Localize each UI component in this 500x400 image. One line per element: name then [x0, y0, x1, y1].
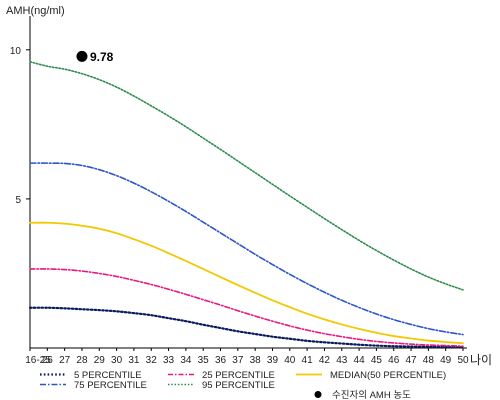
x-tick-label: 16-25 — [25, 355, 51, 366]
legend-marker-patient-point — [314, 391, 322, 398]
legend-label-patient-point: 수진자의 AMH 농도 — [332, 390, 411, 400]
x-axis-unit-label: 나이 — [470, 353, 492, 367]
x-tick-label: 42 — [319, 355, 331, 366]
series-line-p5 — [28, 306, 465, 349]
x-tick-label: 34 — [180, 355, 192, 366]
series-line-p25 — [29, 268, 464, 348]
patient-amh-value-label: 9.78 — [90, 50, 114, 64]
x-tick-label: 49 — [440, 355, 452, 366]
y-tick-label: 10 — [10, 46, 22, 57]
series-lines — [28, 60, 465, 349]
x-tick-label: 27 — [59, 355, 71, 366]
x-tick-label: 32 — [146, 355, 158, 366]
legend-label-p95: 95 PERCENTILE — [202, 380, 275, 391]
x-tick-label: 36 — [215, 355, 227, 366]
x-tick-label: 33 — [163, 355, 175, 366]
x-tick-label: 35 — [198, 355, 210, 366]
x-tick-label: 46 — [388, 355, 400, 366]
patient-amh-point — [76, 50, 88, 62]
series-line-median — [29, 221, 464, 345]
x-tick-label: 43 — [336, 355, 348, 366]
x-tick-label: 50 — [457, 355, 469, 366]
x-tick-label: 31 — [128, 355, 140, 366]
x-tick-label: 41 — [302, 355, 314, 366]
x-tick-label: 47 — [405, 355, 417, 366]
y-tick-labels: 5 10 — [10, 46, 30, 206]
legend-label-median: MEDIAN(50 PERCENTILE) — [330, 370, 446, 381]
x-tick-label: 37 — [232, 355, 244, 366]
x-tick-label: 26 — [42, 355, 54, 366]
legend-label-p5: 5 PERCENTILE — [74, 370, 142, 381]
x-tick-label: 29 — [94, 355, 106, 366]
x-tick-label: 30 — [111, 355, 123, 366]
axes — [29, 16, 467, 349]
x-tick-label: 48 — [423, 355, 435, 366]
y-tick-label: 5 — [15, 195, 21, 206]
x-tick-label: 38 — [250, 355, 262, 366]
x-tick-label: 39 — [267, 355, 279, 366]
y-axis-title: AMH(ng/ml) — [6, 5, 65, 17]
x-tick-label: 28 — [76, 355, 88, 366]
series-line-p75 — [29, 162, 464, 336]
x-tick-label: 40 — [284, 355, 296, 366]
x-tick-label: 45 — [371, 355, 383, 366]
legend: 5 PERCENTILE 25 PERCENTILE MEDIAN(50 PERCE… — [40, 370, 446, 400]
patient-point-group: 9.78 — [76, 50, 114, 64]
series-line-p95 — [29, 60, 464, 291]
legend-label-p75: 75 PERCENTILE — [74, 380, 147, 391]
x-tick-label: 44 — [354, 355, 366, 366]
legend-label-p25: 25 PERCENTILE — [202, 370, 275, 381]
